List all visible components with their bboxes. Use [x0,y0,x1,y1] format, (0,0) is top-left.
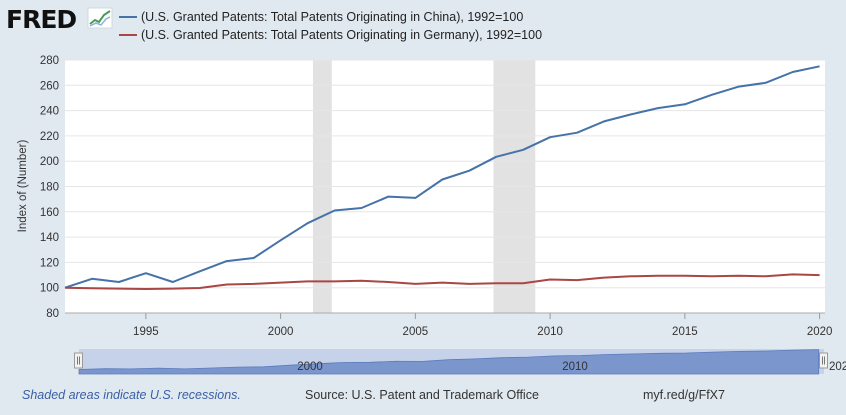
y-tick-label-180: 180 [40,182,59,194]
source-text: Source: U.S. Patent and Trademark Office [305,388,539,402]
navigator-label-2010: 2010 [562,361,588,373]
y-tick-label-220: 220 [40,131,59,143]
navigator-label-2020: 202 [829,361,846,373]
y-tick-label-140: 140 [40,232,59,244]
legend-label-china: (U.S. Granted Patents: Total Patents Ori… [141,10,523,24]
y-tick-label-120: 120 [40,257,59,269]
y-tick-label-280: 280 [40,55,59,67]
x-tick-label-2010: 2010 [537,326,563,338]
navigator-right-handle[interactable] [819,352,828,369]
x-tick-label-2000: 2000 [268,326,294,338]
chart-area: FRED (U.S. Granted Patents: Total Patent… [6,5,846,375]
y-tick-label-100: 100 [40,283,59,295]
y-tick-label-80: 80 [46,308,59,320]
short-link[interactable]: myf.red/g/FfX7 [643,388,725,402]
legend-label-germany: (U.S. Granted Patents: Total Patents Ori… [141,28,542,42]
x-tick-label-2015: 2015 [672,326,698,338]
logo-chart-icon [87,7,113,29]
range-navigator[interactable]: 2000 2010 202 [74,349,846,375]
x-tick-label-2005: 2005 [403,326,429,338]
y-tick-label-240: 240 [40,106,59,118]
fred-logo[interactable]: FRED [6,5,113,34]
recession-note: Shaded areas indicate U.S. recessions. [22,388,241,402]
navigator-series-area [78,349,820,375]
series-line-germany[interactable] [64,273,820,290]
navigator-left-handle[interactable] [74,352,83,369]
x-axis-ticks: 1995 2000 2005 2010 2015 2020 [65,312,833,338]
legend-item-china[interactable]: (U.S. Granted Patents: Total Patents Ori… [119,10,523,24]
legend-item-germany[interactable]: (U.S. Granted Patents: Total Patents Ori… [119,28,542,42]
legend: (U.S. Granted Patents: Total Patents Ori… [119,10,542,42]
y-tick-label-160: 160 [40,207,59,219]
y-tick-label-260: 260 [40,80,59,92]
y-axis-title: Index of (Number) [17,139,29,232]
series-line-china[interactable] [64,65,820,289]
navigator-label-2000: 2000 [297,361,323,373]
y-tick-label-200: 200 [40,156,59,168]
y-axis-ticks: 80 100 120 140 160 180 200 220 240 260 280 [40,55,59,320]
fred-logo-text: FRED [6,5,76,34]
series-lines [64,65,820,290]
x-tick-label-1995: 1995 [133,326,159,338]
x-tick-label-2020: 2020 [807,326,833,338]
